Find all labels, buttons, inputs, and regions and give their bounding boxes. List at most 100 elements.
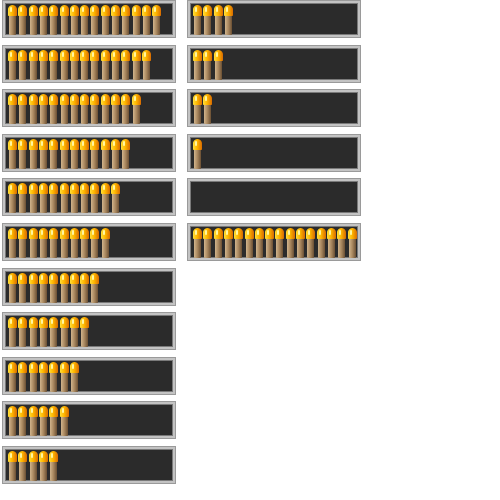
bullet-tip — [18, 362, 28, 373]
bullet-tip — [38, 228, 48, 239]
bullet-casing — [91, 61, 99, 80]
bullet-tip — [100, 183, 110, 194]
bullet-casing — [142, 61, 150, 80]
bullet-casing — [81, 194, 89, 213]
bullet-icon — [131, 94, 141, 124]
bullet-casing — [50, 194, 58, 213]
bullet-tip — [337, 228, 347, 239]
bullet-icon — [28, 406, 38, 436]
bullet-casing — [153, 16, 161, 35]
bullet-tip — [38, 5, 48, 16]
bullet-casing — [29, 417, 37, 436]
bullet-casing — [101, 105, 109, 124]
bullet-tip — [18, 451, 28, 462]
bullet-tip — [69, 317, 79, 328]
bullet-casing — [142, 16, 150, 35]
bullet-casing — [122, 61, 130, 80]
ammo-bar — [3, 447, 175, 483]
ammo-bar — [3, 1, 175, 37]
bullet-icon — [111, 50, 120, 80]
bullet-tip — [90, 5, 100, 16]
bullet-icon — [203, 5, 213, 35]
bullet-icon — [141, 50, 151, 80]
bullet-icon — [8, 228, 17, 258]
bullet-tip — [49, 228, 59, 239]
bullet-icon — [316, 228, 326, 258]
bullet-casing — [101, 61, 109, 80]
bullet-icon — [38, 228, 48, 258]
bullet-casing — [122, 16, 130, 35]
bullet-tip — [90, 94, 100, 105]
bullet-tip — [18, 50, 28, 61]
bullet-casing — [50, 16, 58, 35]
bullet-tip — [234, 228, 244, 239]
bullet-icon — [18, 273, 28, 303]
bullet-tip — [131, 94, 141, 105]
bullet-icon — [49, 273, 59, 303]
bullet-casing — [19, 373, 27, 392]
bullet-icon — [111, 139, 120, 169]
bullet-casing — [112, 16, 119, 35]
bullet-casing — [60, 105, 68, 124]
bullet-icon — [100, 94, 110, 124]
bullet-casing — [60, 150, 68, 169]
ammo-bar — [188, 179, 360, 215]
bullet-casing — [60, 16, 68, 35]
bullet-tip — [8, 451, 17, 462]
bullet-tip — [18, 228, 28, 239]
bullet-icon — [18, 406, 28, 436]
bullet-icon — [8, 50, 17, 80]
bullet-casing — [39, 373, 47, 392]
bullet-tip — [18, 139, 28, 150]
bullet-casing — [132, 16, 140, 35]
bullet-casing — [9, 373, 16, 392]
bullet-icon — [59, 317, 69, 347]
bullet-tip — [80, 94, 90, 105]
bullet-icon — [121, 139, 131, 169]
bullet-icon — [28, 50, 38, 80]
bullet-casing — [194, 61, 201, 80]
bullet-casing — [101, 150, 109, 169]
bullet-tip — [8, 139, 17, 150]
bullet-tip — [265, 228, 275, 239]
bullet-casing — [60, 239, 68, 258]
bullet-icon — [234, 228, 244, 258]
bullet-casing — [81, 105, 89, 124]
bullet-tip — [90, 228, 100, 239]
bullet-casing — [194, 16, 201, 35]
bullet-icon — [80, 183, 90, 213]
bullet-icon — [18, 228, 28, 258]
bullet-casing — [81, 328, 89, 347]
bullet-tip — [8, 317, 17, 328]
bullet-casing — [70, 194, 78, 213]
bullet-casing — [101, 239, 109, 258]
bullet-icon — [8, 451, 17, 481]
bullet-icon — [18, 94, 28, 124]
bullet-tip — [69, 273, 79, 284]
bullet-tip — [28, 50, 38, 61]
bullet-icon — [69, 273, 79, 303]
bullet-icon — [49, 317, 59, 347]
bullet-tip — [90, 139, 100, 150]
bullet-icon — [203, 50, 213, 80]
bullet-casing — [276, 239, 284, 258]
bullet-tip — [326, 228, 336, 239]
bullet-casing — [50, 284, 58, 303]
bullet-tip — [111, 50, 120, 61]
bullet-icon — [244, 228, 254, 258]
bullet-casing — [60, 328, 68, 347]
bullet-icon — [28, 139, 38, 169]
bullet-tip — [193, 50, 202, 61]
bullet-casing — [91, 239, 99, 258]
bullet-icon — [69, 139, 79, 169]
bullet-tip — [8, 183, 17, 194]
bullet-tip — [59, 317, 69, 328]
bullet-tip — [38, 183, 48, 194]
bullet-casing — [9, 417, 16, 436]
bullet-icon — [8, 5, 17, 35]
ammo-bar — [3, 46, 175, 82]
bullet-casing — [204, 61, 212, 80]
bullet-icon — [213, 5, 223, 35]
bullet-tip — [38, 273, 48, 284]
bullet-icon — [306, 228, 316, 258]
